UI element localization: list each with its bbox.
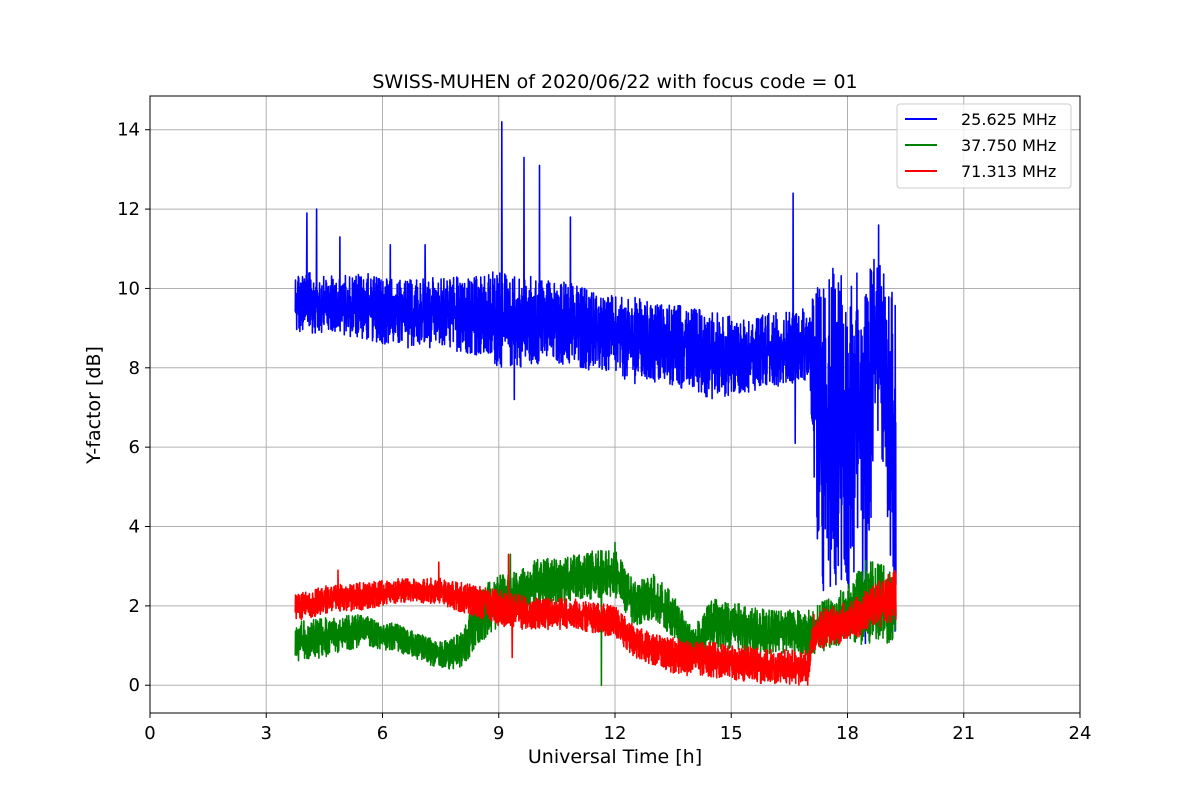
x-tick-label: 6 [377, 723, 388, 744]
legend-label: 37.750 MHz [961, 136, 1056, 155]
series-line-2 [294, 541, 897, 686]
y-tick-label: 4 [129, 517, 140, 538]
y-tick-label: 6 [129, 437, 140, 458]
x-tick-label: 18 [836, 723, 859, 744]
chart-title: SWISS-MUHEN of 2020/06/22 with focus cod… [372, 71, 857, 93]
x-tick-label: 9 [493, 723, 504, 744]
plot-series [294, 121, 897, 686]
legend-box [896, 103, 1072, 189]
x-tick-label: 21 [952, 723, 975, 744]
x-tick-label: 0 [144, 723, 155, 744]
y-tick-label: 8 [129, 358, 140, 379]
x-tick-label: 3 [261, 723, 272, 744]
x-tick-label: 12 [604, 723, 627, 744]
x-tick-label: 15 [720, 723, 743, 744]
legend-label: 25.625 MHz [961, 110, 1056, 129]
y-tick-label: 12 [117, 199, 140, 220]
y-tick-label: 2 [129, 596, 140, 617]
series-line-3 [294, 553, 897, 686]
legend-label: 71.313 MHz [961, 162, 1056, 181]
x-axis-title: Universal Time [h] [528, 746, 702, 768]
x-tick-label: 24 [1069, 723, 1092, 744]
y-tick-label: 0 [129, 675, 140, 696]
y-axis-title: Y-factor [dB] [83, 346, 105, 465]
y-tick-label: 10 [117, 278, 140, 299]
y-tick-label: 14 [117, 120, 140, 141]
series-line-1 [294, 121, 897, 645]
legend: 25.625 MHz 37.750 MHz 71.313 MHz [896, 103, 1072, 189]
